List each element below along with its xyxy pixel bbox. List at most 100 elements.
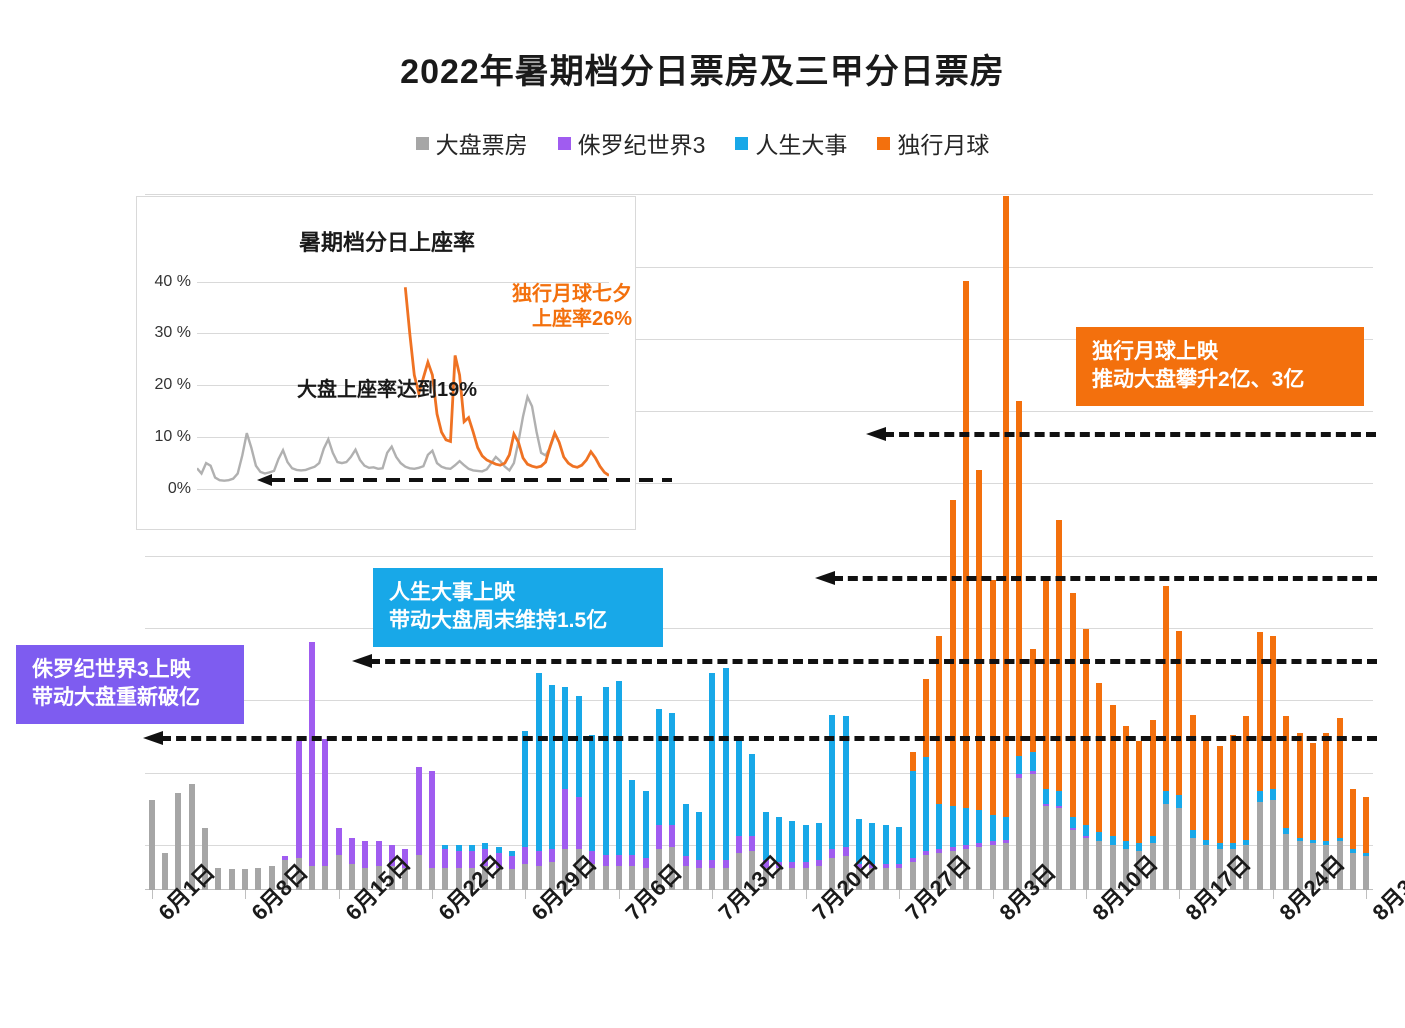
gridline [145,194,1373,195]
bar-segment-人生大事 [762,811,769,861]
bar-segment-人生大事 [749,753,756,836]
bar-segment-大盘票房 [522,863,529,890]
bar-segment-侏罗纪世界3 [802,862,809,868]
legend-label-daipan: 大盘票房 [435,132,528,158]
bar-segment-独行月球 [936,636,943,805]
bar-segment-侏罗纪世界3 [842,847,849,857]
bar-segment-侏罗纪世界3 [922,850,929,855]
bar-segment-侏罗纪世界3 [856,863,863,868]
bar-segment-侏罗纪世界3 [869,863,876,868]
bar-segment-大盘票房 [495,867,502,890]
bar-segment-大盘票房 [962,848,969,890]
bar-30 [535,673,542,890]
bar-47 [762,811,769,890]
bar-25 [469,845,476,890]
bar-84 [1256,632,1263,890]
bar-8 [242,869,249,890]
bar-segment-大盘票房 [882,867,889,890]
bar-segment-人生大事 [589,735,596,851]
bar-segment-人生大事 [1256,791,1263,803]
bar-segment-大盘票房 [602,865,609,890]
bar-46 [749,753,756,890]
bar-segment-大盘票房 [722,867,729,890]
legend-swatch-gray [415,136,429,150]
x-tick [1086,890,1088,899]
bar-segment-大盘票房 [1163,804,1170,890]
gridline [145,267,1373,268]
bar-segment-独行月球 [1189,714,1196,831]
bar-segment-人生大事 [455,845,462,851]
bar-segment-大盘票房 [989,845,996,890]
bar-segment-大盘票房 [375,865,382,890]
bar-segment-大盘票房 [1296,841,1303,890]
legend-label-jurassic: 侏罗纪世界3 [577,132,706,158]
bar-segment-侏罗纪世界3 [829,848,836,859]
bar-segment-侏罗纪世界3 [282,856,289,861]
bar-segment-独行月球 [1363,796,1370,853]
bar-segment-人生大事 [856,819,863,864]
arrow-head-icon [815,571,835,585]
bar-segment-独行月球 [1336,718,1343,838]
inset-orange-annotation: 独行月球七夕 上座率26% [457,282,632,332]
bar-55 [869,822,876,890]
bar-63 [976,470,983,890]
bar-28 [509,850,516,890]
bar-segment-独行月球 [922,679,929,758]
bar-60 [936,636,943,890]
bar-2 [162,852,169,890]
bar-segment-侏罗纪世界3 [455,850,462,868]
bar-segment-大盘票房 [856,867,863,890]
arrow-line [884,432,1376,437]
bar-10 [268,865,275,890]
inset-ytick-30: 30 % [154,324,191,341]
bar-19 [388,845,395,890]
bar-segment-人生大事 [1056,791,1063,806]
bar-71 [1083,628,1090,890]
bar-segment-大盘票房 [322,865,329,890]
bar-segment-侏罗纪世界3 [709,860,716,868]
bar-segment-人生大事 [1029,751,1036,771]
bar-segment-大盘票房 [869,867,876,890]
bar-89 [1323,733,1330,890]
bar-segment-侏罗纪世界3 [1002,839,1009,844]
bar-segment-大盘票房 [789,867,796,890]
bar-segment-独行月球 [1269,636,1276,790]
bar-segment-人生大事 [469,845,476,851]
bar-segment-大盘票房 [1056,807,1063,890]
inset-gridline [197,437,609,438]
bar-segment-大盘票房 [1283,834,1290,890]
bar-segment-大盘票房 [842,856,849,890]
bar-segment-独行月球 [976,470,983,810]
bar-segment-人生大事 [1203,839,1210,846]
bar-segment-大盘票房 [335,854,342,890]
bar-51 [816,822,823,890]
bar-segment-人生大事 [522,731,529,848]
bar-segment-侏罗纪世界3 [789,862,796,868]
bar-segment-侏罗纪世界3 [722,860,729,868]
bar-31 [549,684,556,890]
inset-line-market [197,393,556,482]
inset-gridline [197,489,609,490]
bar-6 [215,867,222,890]
bar-segment-人生大事 [1323,841,1330,846]
arrow-line [833,576,1377,581]
bar-48 [776,817,783,890]
bar-segment-大盘票房 [749,850,756,890]
bar-segment-大盘票房 [148,800,155,890]
inset-ytick-20: 20 % [154,376,191,393]
bar-segment-人生大事 [1363,852,1370,857]
bar-segment-侏罗纪世界3 [562,789,569,849]
bar-segment-侏罗纪世界3 [936,848,943,853]
bar-21 [415,766,422,890]
bar-segment-大盘票房 [936,852,943,890]
bar-4 [188,783,195,890]
legend-item-moonman: 独行月球 [877,126,989,160]
callout-jurassic-line1: 侏罗纪世界3上映 [32,658,191,681]
bar-segment-大盘票房 [268,865,275,890]
bar-11 [282,856,289,890]
bar-segment-人生大事 [602,686,609,855]
callout-moonman-line2: 推动大盘攀升2亿、3亿 [1092,368,1305,392]
bar-segment-大盘票房 [802,867,809,890]
bar-segment-独行月球 [1216,746,1223,844]
x-tick [1366,890,1368,899]
